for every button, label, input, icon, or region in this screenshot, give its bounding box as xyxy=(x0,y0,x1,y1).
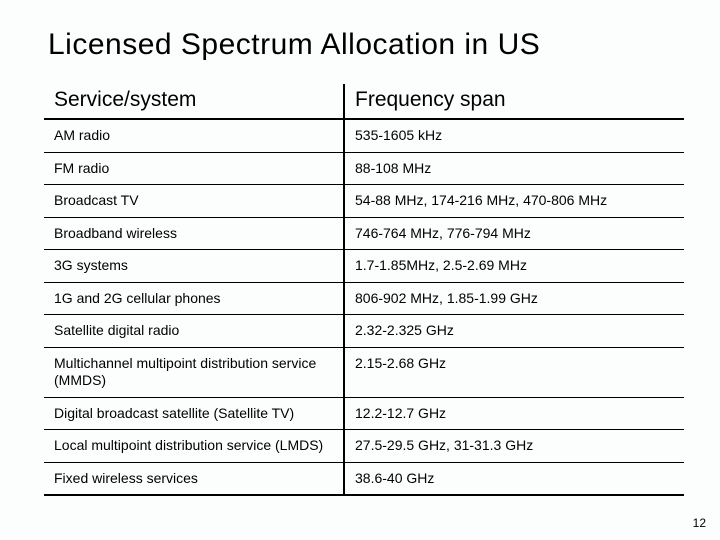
cell-service: 1G and 2G cellular phones xyxy=(44,282,344,315)
table-row: Satellite digital radio2.32-2.325 GHz xyxy=(44,315,684,348)
page-title: Licensed Spectrum Allocation in US xyxy=(48,28,690,62)
cell-frequency: 535-1605 kHz xyxy=(344,119,684,152)
table-header-row: Service/system Frequency span xyxy=(44,84,684,119)
spectrum-table: Service/system Frequency span AM radio53… xyxy=(44,84,684,496)
cell-frequency: 746-764 MHz, 776-794 MHz xyxy=(344,217,684,250)
table-row: Broadband wireless746-764 MHz, 776-794 M… xyxy=(44,217,684,250)
cell-service: Broadband wireless xyxy=(44,217,344,250)
cell-service: AM radio xyxy=(44,119,344,152)
col-header-frequency: Frequency span xyxy=(344,84,684,119)
cell-frequency: 806-902 MHz, 1.85-1.99 GHz xyxy=(344,282,684,315)
cell-service: Broadcast TV xyxy=(44,185,344,218)
table-row: Multichannel multipoint distribution ser… xyxy=(44,347,684,397)
table-row: 1G and 2G cellular phones806-902 MHz, 1.… xyxy=(44,282,684,315)
cell-frequency: 2.32-2.325 GHz xyxy=(344,315,684,348)
cell-service: Local multipoint distribution service (L… xyxy=(44,430,344,463)
cell-frequency: 12.2-12.7 GHz xyxy=(344,397,684,430)
table-row: AM radio535-1605 kHz xyxy=(44,119,684,152)
table-row: FM radio88-108 MHz xyxy=(44,152,684,185)
page-number: 12 xyxy=(693,516,706,530)
cell-service: 3G systems xyxy=(44,250,344,283)
cell-service: Digital broadcast satellite (Satellite T… xyxy=(44,397,344,430)
cell-service: Satellite digital radio xyxy=(44,315,344,348)
table-row: 3G systems1.7-1.85MHz, 2.5-2.69 MHz xyxy=(44,250,684,283)
cell-frequency: 27.5-29.5 GHz, 31-31.3 GHz xyxy=(344,430,684,463)
table-row: Local multipoint distribution service (L… xyxy=(44,430,684,463)
col-header-service: Service/system xyxy=(44,84,344,119)
table-row: Fixed wireless services38.6-40 GHz xyxy=(44,462,684,495)
cell-frequency: 54-88 MHz, 174-216 MHz, 470-806 MHz xyxy=(344,185,684,218)
cell-frequency: 88-108 MHz xyxy=(344,152,684,185)
cell-frequency: 2.15-2.68 GHz xyxy=(344,347,684,397)
cell-frequency: 1.7-1.85MHz, 2.5-2.69 MHz xyxy=(344,250,684,283)
cell-service: Fixed wireless services xyxy=(44,462,344,495)
table-row: Digital broadcast satellite (Satellite T… xyxy=(44,397,684,430)
slide: Licensed Spectrum Allocation in US Servi… xyxy=(0,0,720,540)
cell-frequency: 38.6-40 GHz xyxy=(344,462,684,495)
table-row: Broadcast TV54-88 MHz, 174-216 MHz, 470-… xyxy=(44,185,684,218)
cell-service: FM radio xyxy=(44,152,344,185)
cell-service: Multichannel multipoint distribution ser… xyxy=(44,347,344,397)
